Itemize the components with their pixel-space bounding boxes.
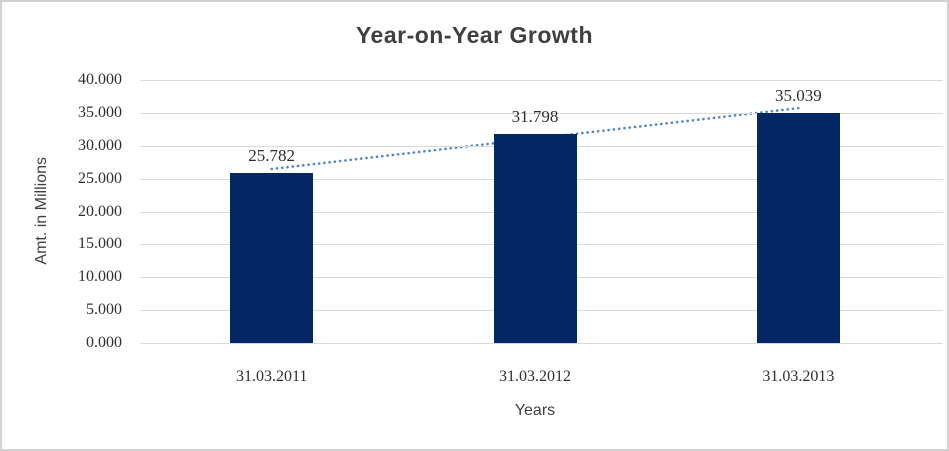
y-tick-label: 15.000: [78, 235, 122, 253]
y-tick-label: 20.000: [78, 202, 122, 220]
x-axis-title: Years: [514, 402, 556, 419]
bar-31.03.2011: [230, 173, 314, 343]
y-tick-label: 0.000: [86, 334, 122, 351]
bar-value-label: 35.039: [774, 85, 822, 105]
x-category-label: 31.03.2012: [499, 368, 571, 385]
y-tick-label: 5.000: [86, 301, 122, 319]
gridline: [140, 112, 943, 114]
gridline: [140, 80, 943, 81]
chart-title: Year-on-Year Growth: [355, 22, 593, 48]
plot-area: 25.782 31.03.2011 31.798 31.03.2012 35.039 31…: [140, 80, 943, 385]
bar-31.03.2012: [493, 133, 577, 343]
x-category-label: 31.03.2013: [762, 368, 835, 385]
y-tick-label: 10.000: [78, 268, 122, 286]
y-tick-label: 40.000: [78, 71, 122, 88]
bar-value-label: 31.798: [511, 106, 559, 126]
y-tick-label: 30.000: [78, 136, 122, 154]
y-tick-label: 25.000: [78, 169, 122, 187]
y-tick-label: 35.000: [78, 103, 122, 121]
gridline: [140, 343, 943, 344]
x-category-label: 31.03.2011: [235, 368, 308, 385]
bar-31.03.2013: [756, 112, 840, 343]
bar-value-label: 25.782: [248, 146, 296, 166]
